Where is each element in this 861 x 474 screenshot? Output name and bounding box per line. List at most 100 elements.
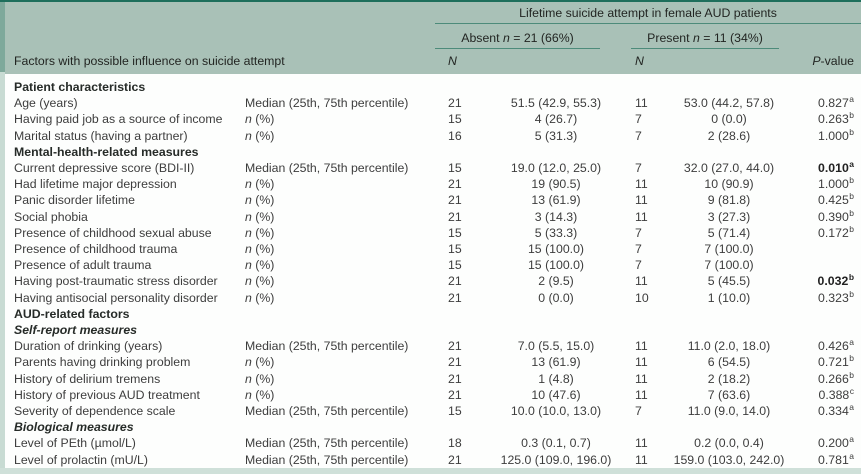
p-superscript: b xyxy=(849,208,855,218)
p-value-number: 1.000 xyxy=(818,177,849,192)
measure-type-cell: n (%) xyxy=(245,387,435,403)
present-n-cell: 11 xyxy=(635,387,648,402)
row-label-cell: Social phobia xyxy=(14,209,88,224)
present-value-cell: 2 (28.6) xyxy=(707,128,751,143)
absent-n-cell: 21 xyxy=(448,96,462,111)
measure-type-text: Median (25th, 75th percentile) xyxy=(245,404,409,419)
present-n-cell xyxy=(625,322,669,338)
row-label-cell: Biological measures xyxy=(14,420,134,435)
measure-type-text: Median (25th, 75th percentile) xyxy=(245,161,409,176)
absent-n-cell xyxy=(435,322,487,338)
column-header-n-present: N xyxy=(625,49,669,74)
p-value-cell: 0.426a xyxy=(789,338,861,354)
p-superscript: b xyxy=(849,354,855,364)
row-label-cell: Level of PEth (µmol/L) xyxy=(14,436,136,451)
absent-n-cell: 16 xyxy=(448,128,462,143)
present-value-cell: 2 (18.2) xyxy=(707,371,751,386)
measure-type-cell: n (%) xyxy=(245,257,435,273)
measure-n-symbol: n xyxy=(245,258,252,273)
measure-type-cell: n (%) xyxy=(245,371,435,387)
p-value-number: 0.425 xyxy=(818,193,849,208)
p-value-cell xyxy=(789,144,861,160)
present-n-cell: 11 xyxy=(635,274,648,289)
row-label-cell: Presence of adult trauma xyxy=(14,258,152,273)
row-label-cell: History of previous AUD treatment xyxy=(14,387,200,402)
p-value-cell: 0.263b xyxy=(789,111,861,127)
table-row: History of delirium tremens n (%) 21 1 (… xyxy=(5,371,861,387)
present-n-cell xyxy=(625,144,669,160)
p-value-suffix: -value xyxy=(820,54,855,68)
measure-type-text: (%) xyxy=(251,209,275,224)
present-value-cell: 3 (27.3) xyxy=(707,209,751,224)
measure-type-cell: Median (25th, 75th percentile) xyxy=(245,95,435,111)
absent-value-cell: 13 (61.9) xyxy=(531,355,581,370)
absent-value-cell: 0 (0.0) xyxy=(538,290,574,305)
row-label-cell: Having post-traumatic stress disorder xyxy=(14,274,218,289)
present-n-cell: 11 xyxy=(635,193,648,208)
p-value-number: 0.323 xyxy=(818,290,849,305)
measure-type-text: (%) xyxy=(251,193,275,208)
measure-type-text: (%) xyxy=(251,242,275,257)
p-value-cell xyxy=(789,306,861,322)
present-n-cell: 7 xyxy=(635,128,642,143)
p-superscript: a xyxy=(849,435,855,445)
measure-type-text: (%) xyxy=(251,112,275,127)
column-header-present-value xyxy=(669,49,789,74)
measure-n-symbol: n xyxy=(245,290,252,305)
table-row: AUD-related factors xyxy=(5,306,861,322)
present-n-cell: 7 xyxy=(635,404,642,419)
p-value-cell: 0.390b xyxy=(789,209,861,225)
absent-n-cell xyxy=(435,306,487,322)
p-superscript: b xyxy=(849,224,855,234)
absent-n-cell: 15 xyxy=(448,404,462,419)
measure-type-cell: Median (25th, 75th percentile) xyxy=(245,338,435,354)
present-value-cell: 0 (0.0) xyxy=(711,112,747,127)
column-header-factors: Factors with possible influence on suici… xyxy=(5,49,435,74)
table-row: Marital status (having a partner) n (%) … xyxy=(5,128,861,144)
p-value-cell xyxy=(789,74,861,95)
measure-type-cell: n (%) xyxy=(245,354,435,370)
present-n-cell xyxy=(625,74,669,95)
present-n-cell: 11 xyxy=(635,436,648,451)
p-value-cell: 0.032b xyxy=(789,273,861,289)
absent-value-cell xyxy=(487,306,625,322)
measure-type-cell: n (%) xyxy=(245,273,435,289)
absent-value-cell: 10 (47.6) xyxy=(531,387,581,402)
table-row: Self-report measures xyxy=(5,322,861,338)
statistics-table: Lifetime suicide attempt in female AUD p… xyxy=(5,2,861,468)
table-row: Social phobia n (%) 21 3 (14.3) 11 3 (27… xyxy=(5,209,861,225)
p-value-cell: 0.172b xyxy=(789,225,861,241)
absent-value-cell: 10.0 (10.0, 13.0) xyxy=(510,404,602,419)
absent-n-cell: 21 xyxy=(448,371,462,386)
p-value-number: 0.721 xyxy=(818,355,849,370)
present-n-cell: 7 xyxy=(635,225,642,240)
p-superscript: b xyxy=(849,192,855,202)
absent-n-cell: 15 xyxy=(448,161,462,176)
measure-type-text: Median (25th, 75th percentile) xyxy=(245,339,409,354)
p-value-cell: 0.323b xyxy=(789,290,861,306)
p-superscript: b xyxy=(849,127,855,137)
present-value-cell: 32.0 (27.0, 44.0) xyxy=(683,161,775,176)
p-value-number: 0.388 xyxy=(818,387,850,402)
table-row: Level of PEth (µmol/L) Median (25th, 75t… xyxy=(5,435,861,451)
absent-n-cell: 21 xyxy=(448,193,462,208)
absent-n-symbol: n xyxy=(502,31,510,45)
measure-type-text: (%) xyxy=(251,258,275,273)
p-value-cell: 0.781a xyxy=(789,452,861,468)
present-value-cell xyxy=(669,322,789,338)
p-superscript: a xyxy=(849,451,855,461)
absent-value-cell: 15 (100.0) xyxy=(527,242,585,257)
measure-type-cell: Median (25th, 75th percentile) xyxy=(245,435,435,451)
present-value-cell: 5 (45.5) xyxy=(707,274,751,289)
p-value-cell: 0.010a xyxy=(789,160,861,176)
present-value-cell: 9 (81.8) xyxy=(707,193,751,208)
row-label-cell: Self-report measures xyxy=(14,323,138,338)
p-value-number: 0.334 xyxy=(818,404,849,419)
row-label-cell: Patient characteristics xyxy=(14,80,146,94)
measure-type-text: (%) xyxy=(251,371,275,386)
present-value-cell: 6 (54.5) xyxy=(707,355,751,370)
spanner-spacer xyxy=(5,2,435,23)
measure-type-text: (%) xyxy=(251,274,275,289)
absent-value-cell: 7.0 (5.5, 15.0) xyxy=(517,339,595,354)
row-label-cell: Having antisocial personality disorder xyxy=(14,290,218,305)
